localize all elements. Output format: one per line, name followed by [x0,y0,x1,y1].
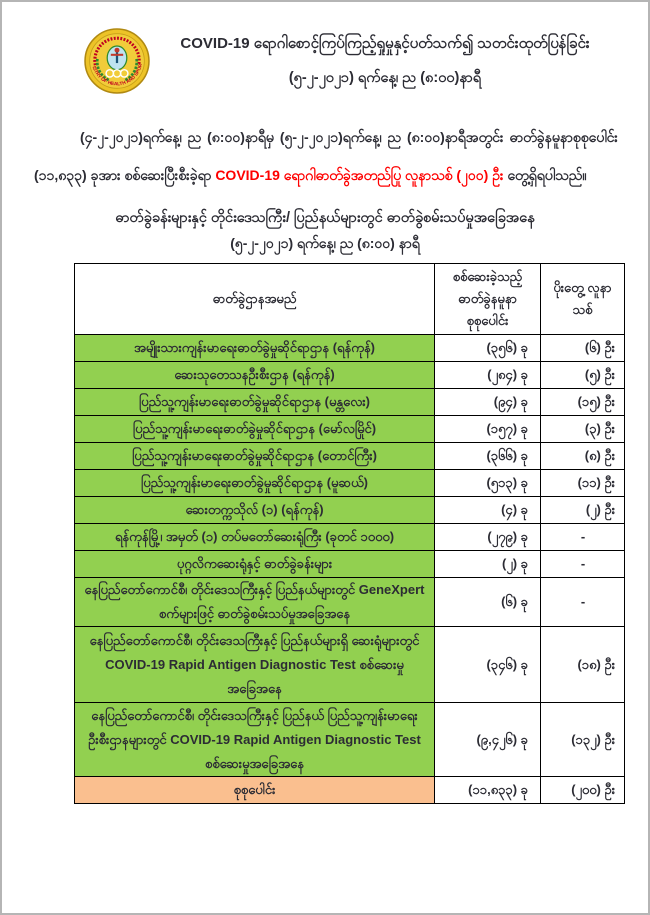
samples-cell: (၂၈၄) ခု [434,361,541,389]
lab-name-cell: ရန်ကုန်မြို့၊ အမှတ် (၁) တပ်မတော်ဆေးရုံကြ… [74,523,435,551]
table-header-row: ဓာတ်ခွဲဌာနအမည် စစ်ဆေးခဲ့သည့် ဓာတ်ခွဲနမူန… [74,263,625,335]
lab-name-cell: ပြည်သူ့ကျန်းမာရေးဓာတ်ခွဲမှုဆိုင်ရာဌာန (တ… [74,442,435,470]
table-row: ပြည်သူ့ကျန်းမာရေးဓာတ်ခွဲမှုဆိုင်ရာဌာန (မ… [74,469,625,497]
summary-text-highlight: COVID-19 ရောဂါဓာတ်ခွဲအတည်ပြု လူနာသစ် (၂၀… [215,167,504,183]
cases-cell: (၈) ဦး [540,442,625,470]
cases-cell: - [540,577,625,627]
lab-name-cell: ပုဂ္ဂလိကဆေးရုံနှင့် ဓာတ်ခွဲခန်းများ [74,550,435,578]
samples-cell: (၃၆၆) ခု [434,442,541,470]
samples-cell: (၁၅၇) ခု [434,415,541,443]
lab-name-cell: ပြည်သူ့ကျန်းမာရေးဓာတ်ခွဲမှုဆိုင်ရာဌာန (မ… [74,415,435,443]
samples-cell: (၃၄၆) ခု [434,626,541,703]
table-row: ပြည်သူ့ကျန်းမာရေးဓာတ်ခွဲမှုဆိုင်ရာဌာန (မ… [74,388,625,416]
lab-name-cell: နေပြည်တော်ကောင်စီ၊ တိုင်းဒေသကြီးနှင့် ပြ… [74,577,435,627]
cases-cell: (၁၈) ဦး [540,626,625,703]
table-row: နေပြည်တော်ကောင်စီ၊ တိုင်းဒေသကြီးနှင့် ပြ… [74,577,625,627]
ministry-seal-icon: MINISTRY OF HEALTH AND SPORTS [82,24,150,94]
lab-name-cell: ပြည်သူ့ကျန်းမာရေးဓာတ်ခွဲမှုဆိုင်ရာဌာန (မ… [74,388,435,416]
table-row: နေပြည်တော်ကောင်စီ၊ တိုင်းဒေသကြီးနှင့် ပြ… [74,702,625,777]
report-title: COVID-19 ရောဂါစောင့်ကြပ်ကြည့်ရှုမှုနှင့်… [180,35,590,52]
lab-results-table: ဓာတ်ခွဲဌာနအမည် စစ်ဆေးခဲ့သည့် ဓာတ်ခွဲနမူန… [74,263,625,804]
samples-cell: (၆) ခု [434,577,541,627]
cases-cell: (၂) ဦး [540,496,625,524]
cases-cell: (၁၃၂) ဦး [540,702,625,777]
table-title-line2: (၅-၂-၂၀၂၁) ရက်နေ့၊ ည (၈:၀၀) နာရီ [230,235,420,251]
table-title-line1: ဓာတ်ခွဲခန်းများနှင့် တိုင်းဒေသကြီး/ ပြည်… [115,210,535,226]
lab-name-cell: အမျိုးသားကျန်းမာရေးဓာတ်ခွဲမှုဆိုင်ရာဌာန … [74,334,435,362]
samples-cell: (၉၄) ခု [434,388,541,416]
cases-cell: (၃) ဦး [540,415,625,443]
summary-text-tail: တွေ့ရှိရပါသည်။ [503,167,587,183]
samples-cell: (၂) ခု [434,550,541,578]
table-row: အမျိုးသားကျန်းမာရေးဓာတ်ခွဲမှုဆိုင်ရာဌာန … [74,334,625,362]
total-samples-cell: (၁၁,၈၃၃) ခု [434,776,541,804]
lab-name-cell: ဆေးတက္ကသိုလ် (၁) (ရန်ကုန်) [74,496,435,524]
samples-cell: (၄) ခု [434,496,541,524]
header-lab-name: ဓာတ်ခွဲဌာနအမည် [74,263,435,335]
lab-name-cell: နေပြည်တော်ကောင်စီ၊ တိုင်းဒေသကြီးနှင့် ပြ… [74,702,435,777]
report-date-time: (၅-၂-၂၀၂၁) ရက်နေ့၊ ည (၈:၀၀)နာရီ [288,70,482,86]
ministry-seal-logo: MINISTRY OF HEALTH AND SPORTS [82,24,150,94]
table-row: ရန်ကုန်မြို့၊ အမှတ် (၁) တပ်မတော်ဆေးရုံကြ… [74,523,625,551]
table-row: ပြည်သူ့ကျန်းမာရေးဓာတ်ခွဲမှုဆိုင်ရာဌာန (တ… [74,442,625,470]
lab-name-cell: နေပြည်တော်ကောင်စီ၊ တိုင်းဒေသကြီးနှင့် ပြ… [74,626,435,703]
header-samples-tested: စစ်ဆေးခဲ့သည့် ဓာတ်ခွဲနမူနာ စုစုပေါင်း [434,263,541,335]
table-total-row: စုစုပေါင်း (၁၁,၈၃၃) ခု (၂၀၀) ဦး [74,776,625,804]
cases-cell: (၆) ဦး [540,334,625,362]
lab-name-cell: ဆေးသုတေသနဦးစီးဌာန (ရန်ကုန်) [74,361,435,389]
table-row: ပြည်သူ့ကျန်းမာရေးဓာတ်ခွဲမှုဆိုင်ရာဌာန (မ… [74,415,625,443]
table-row: ဆေးသုတေသနဦးစီးဌာန (ရန်ကုန်) (၂၈၄) ခု (၅)… [74,361,625,389]
cases-cell: (၅) ဦး [540,361,625,389]
samples-cell: (၉,၄၂၆) ခု [434,702,541,777]
summary-text-lead: (၄-၂-၂၀၂၁)ရက်နေ့၊ ည (၈:၀၀)နာရီမှ (၅-၂-၂၀… [34,129,618,183]
cases-cell: - [540,523,625,551]
lab-name-cell: ပြည်သူ့ကျန်းမာရေးဓာတ်ခွဲမှုဆိုင်ရာဌာန (မ… [74,469,435,497]
cases-cell: - [540,550,625,578]
summary-paragraph: (၄-၂-၂၀၂၁)ရက်နေ့၊ ည (၈:၀၀)နာရီမှ (၅-၂-၂၀… [34,118,618,194]
cases-cell: (၁၁) ဦး [540,469,625,497]
report-header: MINISTRY OF HEALTH AND SPORTS COVID-19 ရ… [2,2,648,94]
header-new-positive: ပိုးတွေ့ လူနာသစ် [540,263,625,335]
samples-cell: (၅၁၃) ခု [434,469,541,497]
table-row: ပုဂ္ဂလိကဆေးရုံနှင့် ဓာတ်ခွဲခန်းများ (၂) … [74,550,625,578]
header-text-block: COVID-19 ရောဂါစောင့်ကြပ်ကြည့်ရှုမှုနှင့်… [158,31,612,91]
samples-cell: (၂၇၉) ခု [434,523,541,551]
cases-cell: (၁၅) ဦး [540,388,625,416]
samples-cell: (၃၅၆) ခု [434,334,541,362]
total-cases-cell: (၂၀၀) ဦး [540,776,625,804]
total-label-cell: စုစုပေါင်း [74,776,435,804]
table-row: ဆေးတက္ကသိုလ် (၁) (ရန်ကုန်) (၄) ခု (၂) ဦး [74,496,625,524]
table-row: နေပြည်တော်ကောင်စီ၊ တိုင်းဒေသကြီးနှင့် ပြ… [74,626,625,703]
